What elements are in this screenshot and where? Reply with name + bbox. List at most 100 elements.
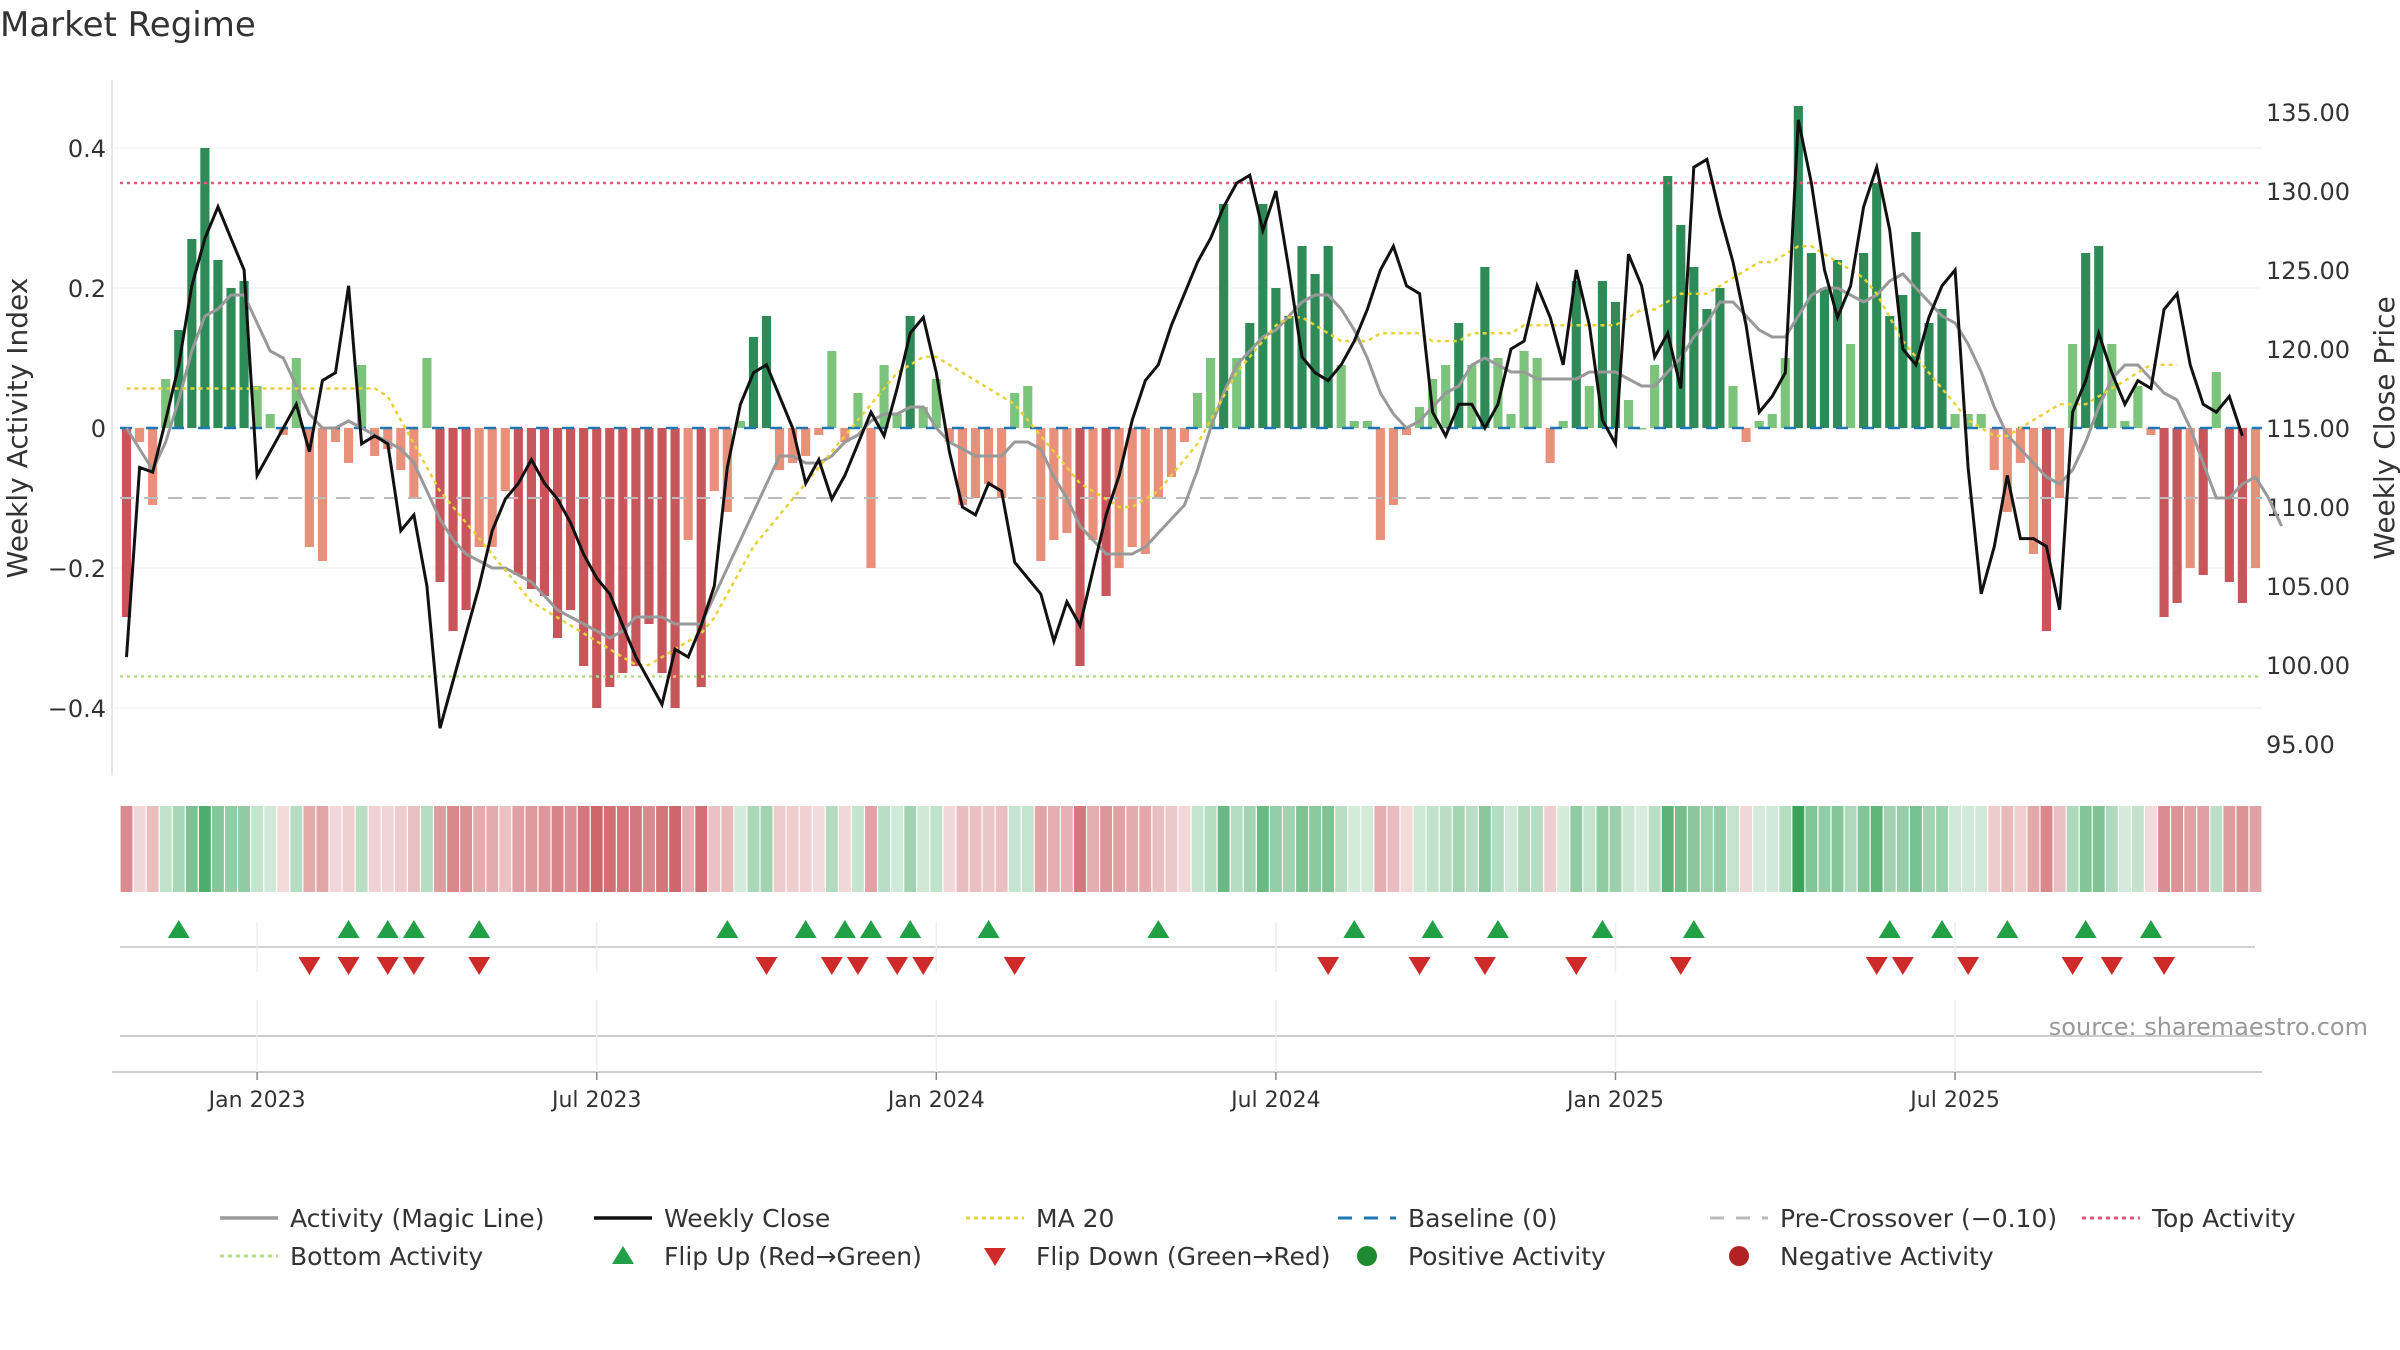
activity-bar [2120,421,2130,428]
activity-bar [879,365,889,428]
regime-cell [1674,806,1687,892]
regime-cell [264,806,277,892]
activity-bar [2133,386,2143,428]
activity-bar [1467,365,1477,428]
regime-cell [1661,806,1674,892]
regime-cell [1740,806,1753,892]
regime-cell [434,806,446,892]
regime-cell [1165,806,1178,892]
regime-cell [1361,806,1374,892]
flip-down-marker [2153,957,2176,975]
activity-bar [1140,428,1150,554]
regime-strip [120,806,2262,892]
activity-bar [566,428,576,610]
regime-cell [969,806,982,892]
regime-cell [1413,806,1426,892]
flip-up-marker [1931,920,1954,938]
regime-cell [852,806,864,892]
activity-bar [1062,428,1072,533]
activity-bar [226,288,236,428]
regime-cell [1335,806,1348,892]
regime-cell [616,806,629,892]
regime-cell [838,806,851,892]
regime-cell [1766,806,1779,892]
flip-down-marker [1003,957,1026,975]
regime-cell [2027,806,2040,892]
regime-cell [982,806,995,892]
regime-cell [2040,806,2053,892]
legend-label: Pre-Crossover (−0.10) [1780,1204,2057,1233]
activity-bar [2107,344,2117,428]
y-left-tick-label: −0.2 [48,555,106,583]
activity-bar [1976,414,1986,428]
regime-cell [1831,806,1844,892]
flip-down-marker [1865,957,1888,975]
regime-cell [1152,806,1165,892]
flip-up-marker [716,920,739,938]
legend-item: Negative Activity [1729,1242,1994,1271]
activity-bar [1336,365,1346,428]
regime-cell [1909,806,1922,892]
legend-item: Activity (Magic Line) [220,1204,544,1233]
regime-cell [865,806,877,892]
regime-cell [1896,806,1909,892]
regime-cell [1714,806,1726,892]
activity-bar [1219,204,1229,428]
regime-cell [2158,806,2170,892]
y-right-tick-label: 130.00 [2266,178,2350,206]
regime-cell [1178,806,1191,892]
regime-cell [1870,806,1883,892]
regime-cell [2053,806,2066,892]
regime-cell [773,806,786,892]
regime-cell [1230,806,1243,892]
regime-cell [447,806,459,892]
activity-bar [1088,428,1098,540]
activity-bar [1793,106,1803,428]
flip-down-marker [2061,957,2084,975]
activity-bar [1950,414,1960,428]
activity-bar [918,407,928,428]
activity-bar [357,365,367,428]
activity-bar [892,414,902,428]
activity-bar [1650,365,1660,428]
regime-cell [1113,806,1126,892]
activity-bar [513,428,523,575]
activity-bar [1506,414,1516,428]
regime-cell [512,806,525,892]
legend-item: Top Activity [2082,1204,2296,1233]
activity-bar [1532,358,1542,428]
activity-bar [1114,428,1124,568]
activity-bar [278,428,288,435]
activity-bar [944,428,954,442]
legend-item: Pre-Crossover (−0.10) [1710,1204,2057,1233]
activity-bar [265,414,275,428]
regime-cell [2184,806,2197,892]
activity-bar [135,428,145,442]
flip-down-marker [1565,957,1588,975]
regime-cell [499,806,512,892]
regime-cell [1087,806,1099,892]
flip-up-marker [402,920,425,938]
legend-label: Baseline (0) [1408,1204,1557,1233]
activity-bar [239,281,249,428]
activity-bar [1245,323,1255,428]
activity-bar [997,428,1007,498]
regime-cell [747,806,760,892]
regime-cell [1008,806,1021,892]
legend-label: Negative Activity [1780,1242,1994,1271]
activity-bar [2002,428,2012,512]
flip-down-marker [298,957,321,975]
activity-bar [605,428,615,687]
x-tick-label: Jul 2025 [1908,1088,2000,1113]
regime-cell [943,806,956,892]
activity-bar [814,428,824,435]
regime-cell [669,806,682,892]
regime-cell [198,806,211,892]
activity-bar [670,428,680,708]
regime-cell [995,806,1008,892]
flip-up-marker [833,920,856,938]
regime-cell [825,806,838,892]
activity-bar [1676,225,1686,428]
regime-cell [2092,806,2105,892]
activity-bar [631,428,641,666]
